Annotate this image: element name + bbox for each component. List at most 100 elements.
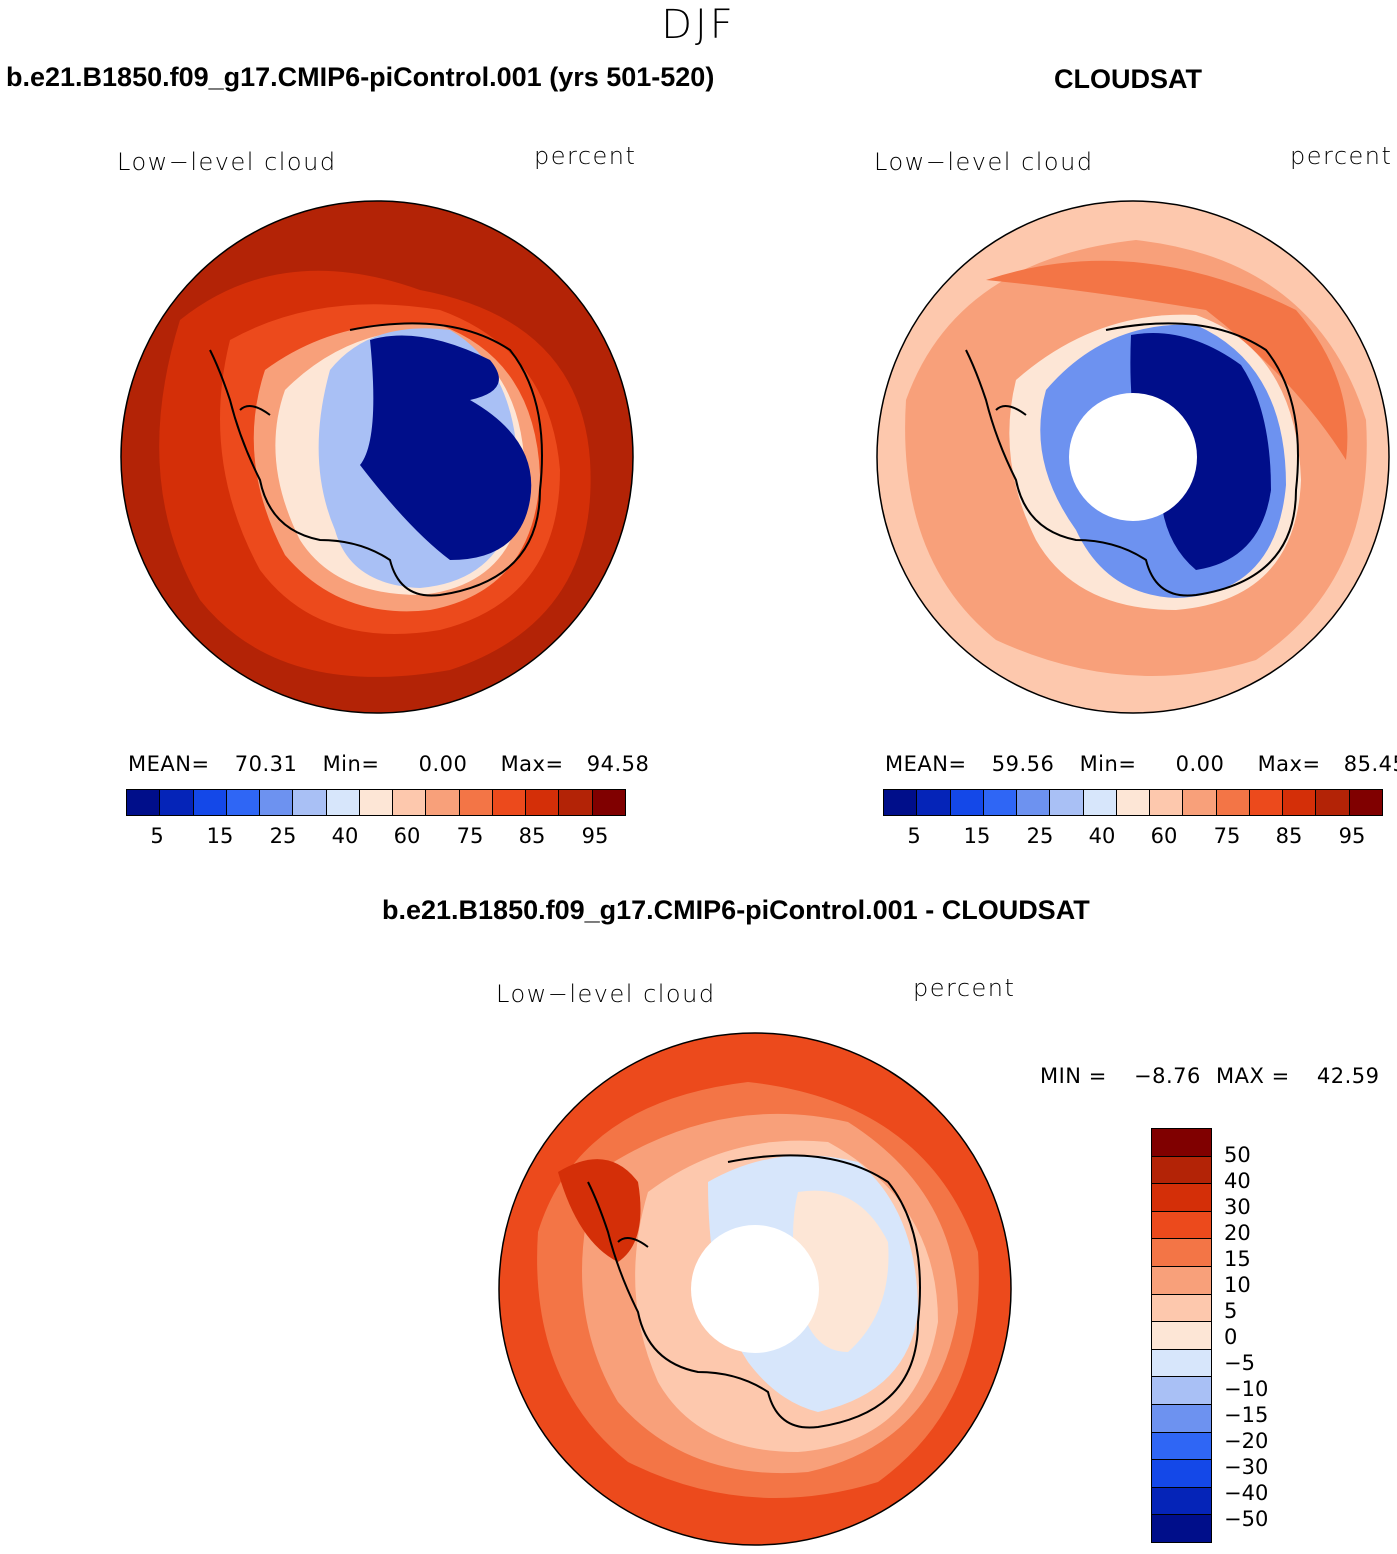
colorbar-swatch (983, 790, 1018, 815)
panel2-tick: 5 (907, 824, 921, 848)
diff-tick: 0 (1224, 1325, 1238, 1349)
panel2-units: percent (1290, 142, 1393, 170)
panel1-max-label: Max= (500, 752, 564, 776)
panel2-title: CLOUDSAT (1054, 64, 1202, 94)
colorbar-swatch (160, 790, 194, 815)
panel2-tick: 75 (1213, 824, 1241, 848)
colorbar-swatch (1152, 1239, 1211, 1267)
p3-core (793, 1190, 889, 1352)
colorbar-swatch (1152, 1460, 1211, 1488)
panel2-max-value: 85.45 (1343, 752, 1397, 776)
diff-min-value: −8.76 (1133, 1064, 1201, 1088)
diff-tick: 30 (1224, 1195, 1251, 1219)
colorbar-swatch (1083, 790, 1117, 815)
season-title: DJF (661, 2, 736, 48)
panel1-min-label: Min= (322, 752, 380, 776)
panel1-tick: 95 (581, 824, 609, 848)
diff-tick: 40 (1224, 1169, 1251, 1193)
panel2-polar-map (876, 200, 1390, 714)
p3-coastline (587, 1154, 921, 1429)
diff-polar-map (498, 1032, 1012, 1546)
colorbar-swatch (1116, 790, 1151, 815)
panel1-stats: MEAN= 70.31 Min= 0.00 Max= 94.58 (128, 752, 649, 776)
diff-units: percent (913, 974, 1016, 1002)
diff-max-value: 42.59 (1316, 1064, 1380, 1088)
diff-tick: 15 (1224, 1247, 1251, 1271)
panel2-variable: Low−level cloud (874, 148, 1094, 176)
colorbar-swatch (1017, 790, 1051, 815)
panel2-mean-label: MEAN= (885, 752, 967, 776)
diff-tick: −50 (1224, 1507, 1269, 1531)
diff-max-label: MAX = (1216, 1064, 1290, 1088)
colorbar-swatch (127, 790, 161, 815)
colorbar-swatch (884, 790, 918, 815)
p2-data-gap (1069, 393, 1197, 521)
colorbar-swatch (592, 790, 625, 815)
panel1-colorbar-labels: 5 15 25 40 60 75 85 95 (126, 824, 626, 850)
colorbar-swatch (492, 790, 527, 815)
colorbar-swatch (1152, 1377, 1211, 1405)
colorbar-swatch (1152, 1156, 1211, 1185)
panel2-tick: 60 (1150, 824, 1178, 848)
colorbar-swatch (1152, 1404, 1211, 1433)
panel2-tick: 40 (1088, 824, 1116, 848)
colorbar-swatch (1152, 1129, 1211, 1157)
diff-variable: Low−level cloud (496, 980, 716, 1008)
diff-tick: 20 (1224, 1221, 1251, 1245)
colorbar-swatch (193, 790, 227, 815)
colorbar-swatch (1152, 1322, 1211, 1350)
panel2-max-label: Max= (1257, 752, 1321, 776)
panel1-tick: 75 (456, 824, 484, 848)
panel2-tick: 95 (1338, 824, 1366, 848)
p2-ring1 (986, 260, 1348, 460)
colorbar-swatch (1152, 1487, 1211, 1516)
diff-tick: 10 (1224, 1273, 1251, 1297)
colorbar-swatch (359, 790, 394, 815)
colorbar-swatch (950, 790, 984, 815)
diff-tick: −20 (1224, 1429, 1269, 1453)
p3-peninsula-hot (558, 1159, 641, 1262)
panel1-tick: 60 (393, 824, 421, 848)
diff-title: b.e21.B1850.f09_g17.CMIP6-piControl.001 … (382, 895, 1090, 925)
colorbar-swatch (326, 790, 360, 815)
colorbar-swatch (1216, 790, 1250, 815)
p1-core (360, 335, 532, 560)
colorbar-swatch (226, 790, 261, 815)
panel1-variable: Low−level cloud (117, 148, 337, 176)
diff-minmax: MIN = −8.76 MAX = 42.59 (1040, 1064, 1380, 1088)
colorbar-swatch (1152, 1515, 1211, 1542)
colorbar-swatch (1152, 1266, 1211, 1295)
colorbar-swatch (1183, 790, 1217, 815)
colorbar-swatch (459, 790, 493, 815)
panel2-stats: MEAN= 59.56 Min= 0.00 Max= 85.45 (885, 752, 1397, 776)
panel1-polar-map (120, 200, 634, 714)
panel1-min-value: 0.00 (418, 752, 468, 776)
colorbar-swatch (917, 790, 951, 815)
colorbar-swatch (1316, 790, 1350, 815)
diff-tick: −10 (1224, 1377, 1269, 1401)
colorbar-swatch (1249, 790, 1284, 815)
colorbar-swatch (1349, 790, 1382, 815)
colorbar-swatch (293, 790, 327, 815)
colorbar-swatch (1152, 1184, 1211, 1212)
diff-colorbar-labels: 50 40 30 20 15 10 5 0 −5 −10 −15 −20 −30… (1224, 1128, 1284, 1543)
diff-tick: 5 (1224, 1299, 1238, 1323)
p2-coastline (965, 322, 1299, 597)
colorbar-swatch (393, 790, 427, 815)
panel1-tick: 85 (518, 824, 546, 848)
panel1-mean-label: MEAN= (128, 752, 210, 776)
panel1-tick: 40 (331, 824, 359, 848)
colorbar-swatch (1152, 1432, 1211, 1461)
diff-tick: −30 (1224, 1455, 1269, 1479)
panel1-title: b.e21.B1850.f09_g17.CMIP6-piControl.001 … (6, 62, 715, 92)
diff-min-label: MIN = (1040, 1064, 1107, 1088)
panel2-min-label: Min= (1079, 752, 1137, 776)
panel1-max-value: 94.58 (586, 752, 650, 776)
colorbar-swatch (1050, 790, 1084, 815)
panel2-tick: 25 (1026, 824, 1054, 848)
colorbar-swatch (1152, 1349, 1211, 1378)
colorbar-swatch (559, 790, 593, 815)
panel2-mean-value: 59.56 (991, 752, 1055, 776)
panel1-units: percent (534, 142, 637, 170)
panel1-tick: 5 (150, 824, 164, 848)
